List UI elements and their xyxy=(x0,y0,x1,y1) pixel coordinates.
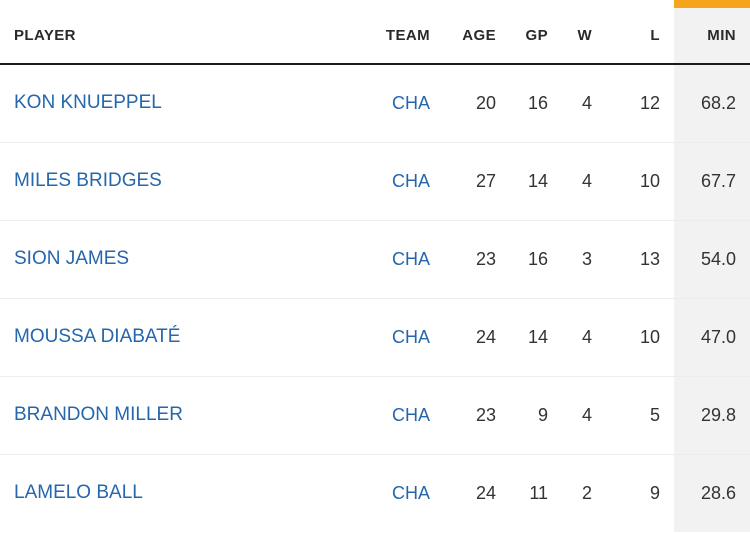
team-cell: CHA xyxy=(368,64,444,143)
table-row: SION JAMES CHA 23 16 3 13 54.0 xyxy=(0,220,750,299)
team-link[interactable]: CHA xyxy=(391,92,430,113)
player-link[interactable]: MOUSSA DIABATÉ xyxy=(14,326,181,347)
w-cell: 4 xyxy=(562,376,606,455)
min-cell: 29.8 xyxy=(674,376,750,455)
w-cell: 2 xyxy=(581,482,592,503)
team-cell: CHA xyxy=(368,454,444,532)
age-cell: 24 xyxy=(475,482,496,503)
gp-cell: 16 xyxy=(510,64,562,143)
player-cell: MILES BRIDGES xyxy=(0,142,368,221)
player-link[interactable]: MILES BRIDGES xyxy=(14,170,162,191)
player-cell: KON KNUEPPEL xyxy=(0,64,368,143)
player-cell: MOUSSA DIABATÉ xyxy=(0,298,368,377)
min-cell: 67.7 xyxy=(674,142,750,221)
column-header-player[interactable]: PLAYER xyxy=(0,4,368,65)
column-header-team[interactable]: TEAM xyxy=(368,4,444,65)
gp-cell: 11 xyxy=(529,482,548,503)
table-row: KON KNUEPPEL CHA 20 16 4 12 68.2 xyxy=(0,64,750,143)
w-cell: 4 xyxy=(562,298,606,377)
w-cell: 4 xyxy=(562,142,606,221)
l-cell: 13 xyxy=(606,220,674,299)
player-cell: LAMELO BALL xyxy=(0,454,368,532)
player-link[interactable]: BRANDON MILLER xyxy=(14,404,183,425)
table-row: MOUSSA DIABATÉ CHA 24 14 4 10 47.0 xyxy=(0,298,750,377)
gp-cell: 9 xyxy=(510,376,562,455)
player-link[interactable]: KON KNUEPPEL xyxy=(14,92,162,114)
team-link[interactable]: CHA xyxy=(391,482,430,503)
l-cell: 12 xyxy=(606,64,674,143)
team-cell: CHA xyxy=(368,298,444,377)
age-cell: 20 xyxy=(444,64,510,143)
gp-cell: 16 xyxy=(510,220,562,299)
min-cell: 47.0 xyxy=(674,298,750,377)
l-cell: 9 xyxy=(649,482,660,503)
table-row: MILES BRIDGES CHA 27 14 4 10 67.7 xyxy=(0,142,750,221)
min-cell: 54.0 xyxy=(674,220,750,299)
column-header-l[interactable]: L xyxy=(606,4,674,65)
l-cell: 10 xyxy=(606,142,674,221)
age-cell: 24 xyxy=(444,298,510,377)
team-link[interactable]: CHA xyxy=(391,170,430,191)
header-row: PLAYER TEAM AGE GP W L MIN xyxy=(0,0,750,65)
team-link[interactable]: CHA xyxy=(391,326,430,347)
w-cell: 3 xyxy=(562,220,606,299)
team-cell: CHA xyxy=(368,220,444,299)
gp-cell: 14 xyxy=(510,298,562,377)
w-cell: 4 xyxy=(562,64,606,143)
min-cell: 68.2 xyxy=(674,64,750,143)
team-cell: CHA xyxy=(368,142,444,221)
team-cell: CHA xyxy=(368,376,444,455)
l-cell: 5 xyxy=(606,376,674,455)
team-link[interactable]: CHA xyxy=(391,404,430,425)
gp-cell: 14 xyxy=(510,142,562,221)
column-header-w[interactable]: W xyxy=(562,4,606,65)
player-cell: BRANDON MILLER xyxy=(0,376,368,455)
table-row: BRANDON MILLER CHA 23 9 4 5 29.8 xyxy=(0,376,750,455)
min-cell: 28.6 xyxy=(674,454,750,532)
age-cell: 27 xyxy=(444,142,510,221)
age-cell: 23 xyxy=(444,220,510,299)
team-link[interactable]: CHA xyxy=(391,248,430,269)
player-link[interactable]: LAMELO BALL xyxy=(14,482,143,504)
column-header-age[interactable]: AGE xyxy=(444,4,510,65)
age-cell: 23 xyxy=(444,376,510,455)
l-cell: 10 xyxy=(606,298,674,377)
column-header-gp[interactable]: GP xyxy=(510,4,562,65)
player-link[interactable]: SION JAMES xyxy=(14,248,130,269)
table-row: LAMELO BALL CHA 24 11 2 9 28.6 xyxy=(0,454,750,532)
column-header-min-sorted[interactable]: MIN xyxy=(674,0,750,65)
player-cell: SION JAMES xyxy=(0,220,368,299)
